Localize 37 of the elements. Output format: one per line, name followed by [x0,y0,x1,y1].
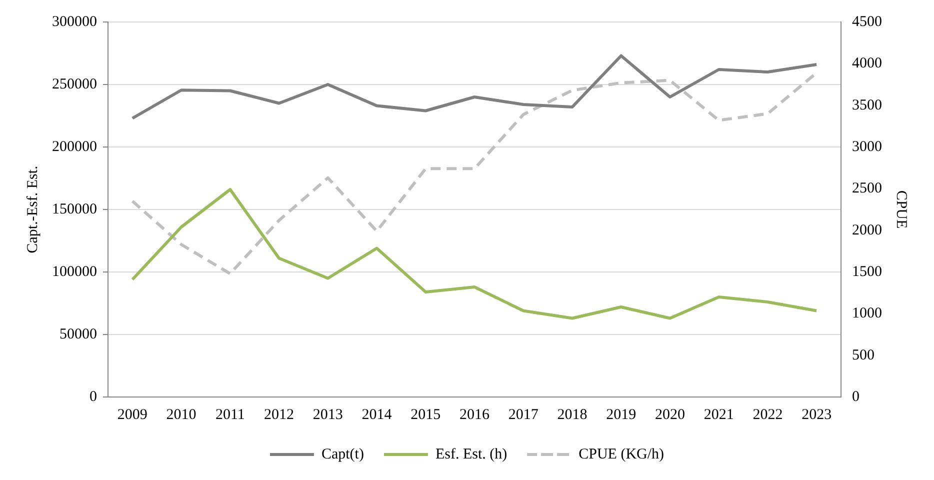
x-tick-label: 2023 [802,406,832,423]
x-tick-label: 2013 [312,406,343,423]
x-tick-label: 2015 [410,406,441,423]
x-tick-label: 2010 [166,406,196,423]
x-tick-label: 2017 [508,406,539,423]
y-tick-label: 300000 [52,14,97,30]
x-tick-label: 2019 [606,406,636,423]
y2-axis-title: CPUE [893,190,910,229]
x-tick-label: 2018 [557,406,588,423]
y2-tick-label: 3500 [852,97,882,114]
x-tick-label: 2009 [117,406,148,423]
y2-tick-label: 500 [852,347,874,364]
y-tick-label: 150000 [52,201,97,218]
y-tick-label: 250000 [52,76,97,92]
legend-label: CPUE (KG/h) [578,446,664,462]
x-tick-label: 2020 [654,406,685,423]
y2-tick-label: 2500 [852,180,882,197]
x-tick-label: 2012 [264,406,294,423]
x-tick-label: 2016 [460,406,490,423]
y-tick-label: 0 [90,388,97,405]
y-axis-title: Capt.-Esf. Est. [24,166,41,254]
x-tick-label: 2022 [752,406,783,423]
y-tick-label: 200000 [52,138,97,155]
legend-label: Esf. Est. (h) [435,446,508,462]
x-tick-label: 2014 [362,406,392,423]
y2-tick-label: 4500 [852,14,882,30]
x-tick-label: 2021 [704,406,734,423]
y-tick-label: 100000 [52,264,97,280]
y2-tick-label: 3000 [852,138,882,155]
y2-tick-label: 1000 [852,306,882,322]
y2-tick-label: 4000 [852,56,882,72]
y2-tick-label: 2000 [852,222,882,238]
x-tick-label: 2011 [215,406,245,423]
y-tick-label: 50000 [60,326,97,342]
y2-tick-label: 0 [852,388,860,405]
legend-label: Capt(t) [321,446,364,462]
y2-tick-label: 1500 [852,264,882,280]
